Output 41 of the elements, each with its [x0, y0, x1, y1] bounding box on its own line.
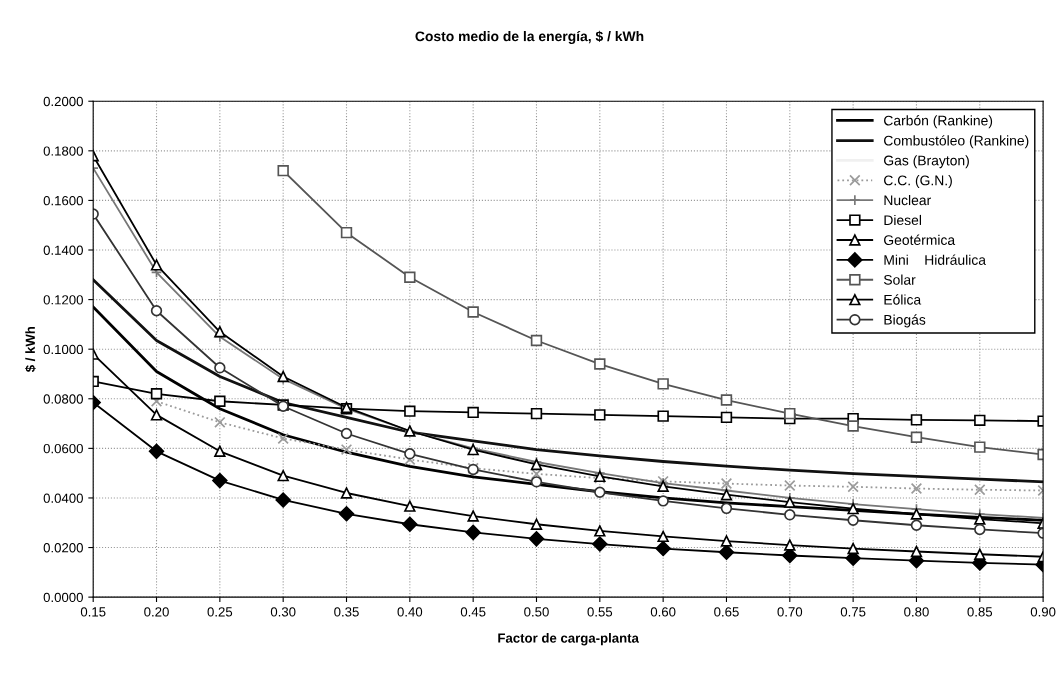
legend-label: Solar [883, 274, 916, 285]
x-tick-label: 0.80 [904, 607, 929, 617]
x-tick-label: 0.85 [967, 607, 993, 617]
legend-label: Nuclear [884, 195, 931, 206]
x-axis-title: Factor de carga-planta [498, 633, 639, 646]
x-tick-label: 0.90 [1030, 607, 1056, 617]
chart-title: Costo medio de la energía, $ / kWh [415, 30, 644, 45]
x-tick-label: 0.25 [207, 607, 233, 617]
x-tick-label: 0.55 [587, 607, 613, 617]
x-tick-label: 0.50 [524, 607, 549, 617]
x-tick-label: 0.20 [144, 607, 169, 617]
y-tick-label: 0.1200 [43, 295, 83, 305]
y-tick-label: 0.1800 [43, 146, 83, 156]
y-axis-title: $ / kWh [25, 326, 36, 373]
legend-label: Mini Hidráulica [884, 254, 986, 265]
x-tick-label: 0.70 [777, 607, 803, 617]
y-tick-label: 0.0400 [43, 493, 83, 503]
legend-label: Geotérmica [884, 234, 956, 245]
y-tick-label: 0.0600 [43, 443, 83, 454]
legend-label: Diesel [884, 214, 921, 226]
legend-label: Combustóleo (Rankine) [884, 135, 1029, 149]
y-tick-label: 0.2000 [43, 96, 83, 107]
x-tick-label: 0.60 [650, 607, 676, 617]
y-tick-label: 0.0800 [43, 394, 83, 404]
legend-label: Gas (Brayton) [884, 155, 969, 169]
y-tick-label: 0.0000 [43, 592, 83, 603]
legend-label: C.C. (G.N.) [884, 175, 952, 189]
legend-label: Biogás [884, 314, 926, 328]
x-tick-label: 0.15 [80, 607, 106, 617]
y-tick-label: 0.1600 [43, 195, 83, 206]
x-tick-label: 0.45 [460, 607, 486, 617]
y-tick-label: 0.1400 [43, 245, 83, 255]
y-tick-label: 0.0200 [43, 543, 83, 553]
legend-label: Carbón (Rankine) [884, 115, 993, 129]
x-tick-label: 0.75 [840, 607, 866, 617]
x-tick-label: 0.35 [334, 607, 359, 617]
y-tick-label: 0.1000 [43, 344, 83, 355]
x-tick-label: 0.30 [270, 607, 296, 617]
legend-label: Eólica [884, 294, 922, 305]
x-tick-label: 0.40 [397, 607, 423, 617]
x-tick-label: 0.65 [714, 607, 739, 617]
